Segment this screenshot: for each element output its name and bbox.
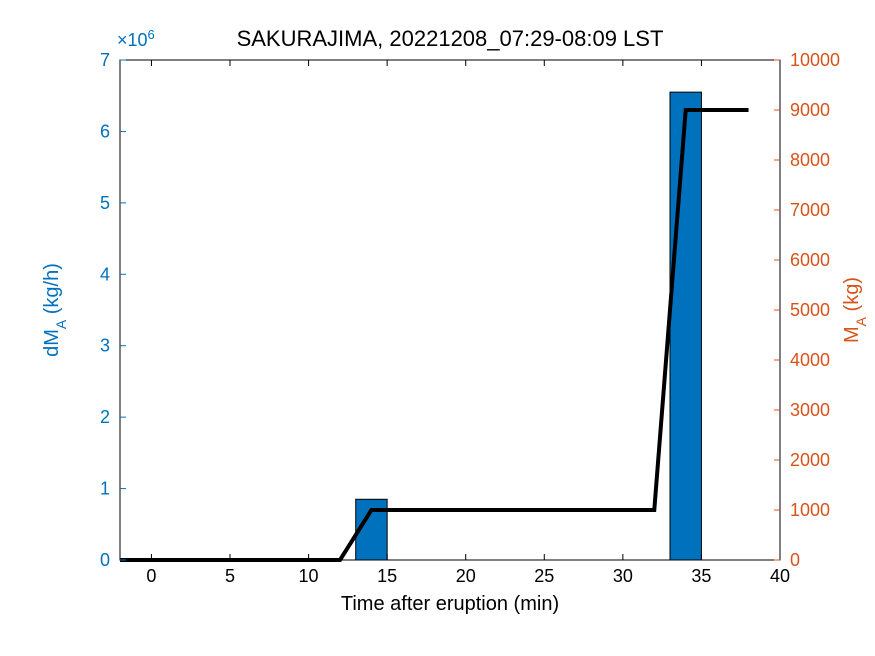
bar-1: [670, 92, 701, 560]
yright-tick-label: 6000: [790, 250, 830, 270]
yright-tick-label: 8000: [790, 150, 830, 170]
x-tick-label: 15: [377, 566, 397, 586]
x-tick-label: 0: [146, 566, 156, 586]
x-tick-label: 20: [456, 566, 476, 586]
x-axis-label: Time after eruption (min): [341, 593, 559, 615]
chart-title: SAKURAJIMA, 20221208_07:29-08:09 LST: [237, 26, 664, 51]
yright-tick-label: 5000: [790, 300, 830, 320]
yright-tick-label: 1000: [790, 500, 830, 520]
yright-tick-label: 4000: [790, 350, 830, 370]
yleft-tick-label: 4: [100, 264, 110, 284]
yleft-tick-label: 5: [100, 193, 110, 213]
yleft-tick-label: 3: [100, 336, 110, 356]
yleft-tick-label: 2: [100, 407, 110, 427]
x-tick-label: 25: [534, 566, 554, 586]
yleft-tick-label: 1: [100, 479, 110, 499]
yleft-tick-label: 7: [100, 50, 110, 70]
yright-tick-label: 3000: [790, 400, 830, 420]
x-tick-label: 5: [225, 566, 235, 586]
chart-container: 0510152025303540Time after eruption (min…: [0, 0, 875, 656]
yleft-tick-label: 6: [100, 121, 110, 141]
x-tick-label: 30: [613, 566, 633, 586]
yright-tick-label: 9000: [790, 100, 830, 120]
yright-tick-label: 7000: [790, 200, 830, 220]
yright-tick-label: 10000: [790, 50, 840, 70]
chart-svg: 0510152025303540Time after eruption (min…: [0, 0, 875, 656]
yright-tick-label: 2000: [790, 450, 830, 470]
x-tick-label: 35: [691, 566, 711, 586]
yright-tick-label: 0: [790, 550, 800, 570]
yleft-tick-label: 0: [100, 550, 110, 570]
x-tick-label: 10: [299, 566, 319, 586]
x-tick-label: 40: [770, 566, 790, 586]
